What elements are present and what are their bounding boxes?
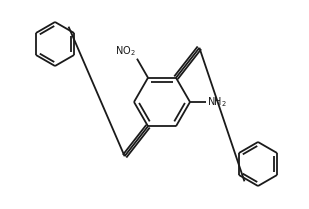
Text: NO$_2$: NO$_2$ [115, 44, 136, 58]
Text: NH$_2$: NH$_2$ [207, 95, 227, 109]
